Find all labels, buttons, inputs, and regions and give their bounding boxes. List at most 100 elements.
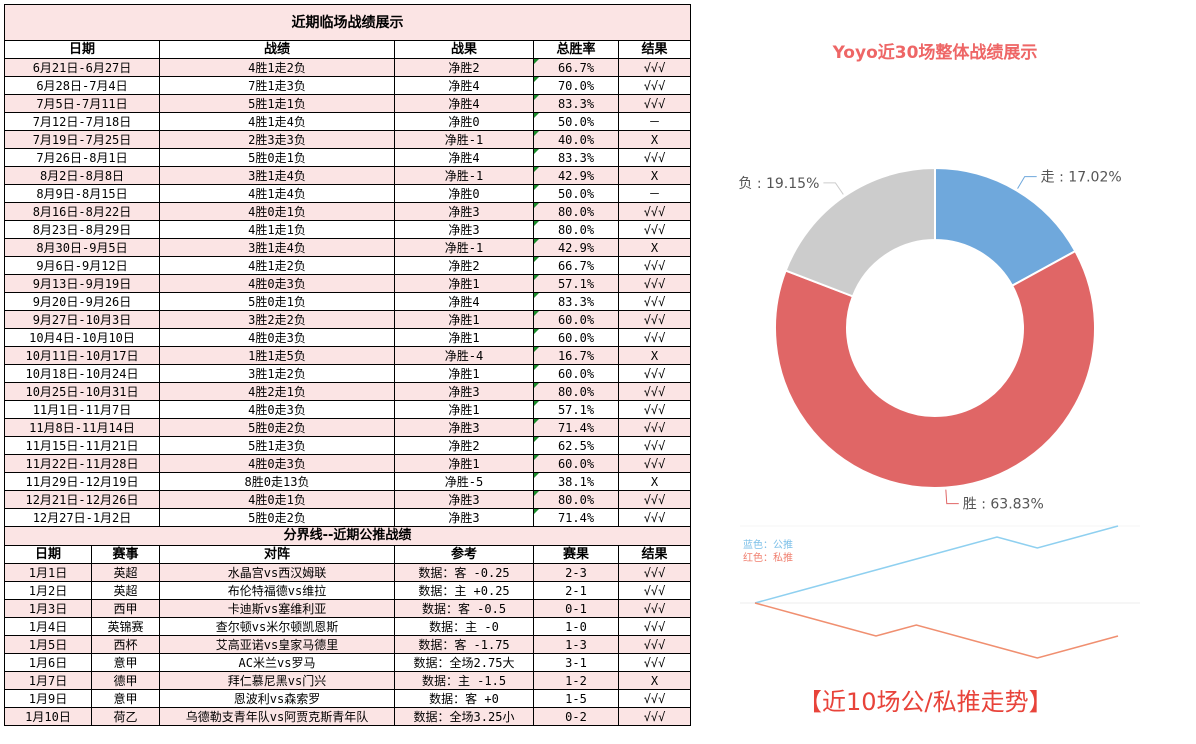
week-date: 11月15日-11月21日	[4, 436, 160, 455]
table-row: 10月25日-10月31日 4胜2走1负 净胜3 80.0% √√√	[4, 382, 692, 401]
week-winrate: 60.0%	[533, 328, 619, 347]
week-record: 4胜2走1负	[159, 382, 395, 401]
week-date: 10月25日-10月31日	[4, 382, 160, 401]
match-date: 1月9日	[4, 689, 92, 708]
week-result: －	[617, 184, 692, 203]
match-header-row: 日期 赛事 对阵 参考 赛果 结果	[4, 545, 692, 564]
week-date: 8月9日-8月15日	[4, 184, 160, 203]
match-league: 英超	[91, 563, 160, 582]
week-result: √√√	[617, 508, 692, 527]
week-net: 净胜2	[394, 58, 534, 77]
week-date: 9月6日-9月12日	[4, 256, 160, 275]
week-winrate: 70.0%	[533, 76, 619, 95]
week-winrate: 80.0%	[533, 220, 619, 239]
trend-legend: 蓝色：公推 红色：私推	[743, 539, 793, 565]
week-net: 净胜2	[394, 256, 534, 275]
match-score: 1-0	[533, 617, 619, 636]
week-result: X	[617, 238, 692, 257]
match-reference: 数据：全场3.25小	[394, 707, 534, 726]
table-row: 8月23日-8月29日 4胜1走1负 净胜3 80.0% √√√	[4, 220, 692, 239]
week-record: 1胜1走5负	[159, 346, 395, 365]
week-winrate: 60.0%	[533, 310, 619, 329]
match-result: √√√	[617, 635, 692, 654]
week-result: √√√	[617, 382, 692, 401]
match-date: 1月3日	[4, 599, 92, 618]
week-net: 净胜1	[394, 310, 534, 329]
week-date: 10月18日-10月24日	[4, 364, 160, 383]
table-row: 10月11日-10月17日 1胜1走5负 净胜-4 16.7% X	[4, 346, 692, 365]
week-record: 5胜0走1负	[159, 148, 395, 167]
week-winrate: 83.3%	[533, 148, 619, 167]
table-row: 1月4日 英锦赛 查尔顿vs米尔顿凯恩斯 数据：主 -0 1-0 √√√	[4, 617, 692, 636]
match-fixture: AC米兰vs罗马	[159, 653, 395, 672]
week-record: 3胜2走2负	[159, 310, 395, 329]
donut-label-负: 负 : 19.15%	[738, 176, 819, 192]
week-date: 6月21日-6月27日	[4, 58, 160, 77]
week-result: √√√	[617, 256, 692, 275]
table-row: 1月10日 荷乙 乌德勒支青年队vs阿贾克斯青年队 数据：全场3.25小 0-2 √√√	[4, 707, 692, 726]
week-winrate: 71.4%	[533, 418, 619, 437]
week-winrate: 50.0%	[533, 112, 619, 131]
week-record: 5胜0走1负	[159, 292, 395, 311]
week-date: 7月26日-8月1日	[4, 148, 160, 167]
table-row: 11月8日-11月14日 5胜0走2负 净胜3 71.4% √√√	[4, 418, 692, 437]
trend-legend-public: 蓝色：公推	[743, 540, 793, 551]
week-net: 净胜4	[394, 94, 534, 113]
table-row: 12月27日-1月2日 5胜0走2负 净胜3 71.4% √√√	[4, 508, 692, 527]
week-winrate: 50.0%	[533, 184, 619, 203]
match-reference: 数据：客 +0	[394, 689, 534, 708]
trend-chart-title: 【近10场公/私推走势】	[798, 688, 1053, 716]
match-score: 1-2	[533, 671, 619, 690]
match-league: 西甲	[91, 599, 160, 618]
match-league: 西杯	[91, 635, 160, 654]
week-net: 净胜3	[394, 220, 534, 239]
table-row: 7月26日-8月1日 5胜0走1负 净胜4 83.3% √√√	[4, 148, 692, 167]
week-winrate: 62.5%	[533, 436, 619, 455]
donut-leader-负	[823, 182, 844, 195]
weekly-header-cell: 战果	[394, 40, 534, 59]
week-net: 净胜-1	[394, 130, 534, 149]
table-row: 1月5日 西杯 艾高亚诺vs皇家马德里 数据：客 -1.75 1-3 √√√	[4, 635, 692, 654]
week-winrate: 83.3%	[533, 94, 619, 113]
weekly-header-cell: 总胜率	[533, 40, 619, 59]
table-row: 11月1日-11月7日 4胜0走3负 净胜1 57.1% √√√	[4, 400, 692, 419]
week-record: 5胜0走2负	[159, 508, 395, 527]
week-net: 净胜1	[394, 274, 534, 293]
week-date: 12月21日-12月26日	[4, 490, 160, 509]
match-header-cell: 赛事	[91, 545, 160, 564]
table-row: 1月7日 德甲 拜仁慕尼黑vs门兴 数据：主 -1.5 1-2 X	[4, 671, 692, 690]
table-row: 12月21日-12月26日 4胜0走1负 净胜3 80.0% √√√	[4, 490, 692, 509]
match-date: 1月5日	[4, 635, 92, 654]
match-result: √√√	[617, 707, 692, 726]
week-winrate: 66.7%	[533, 256, 619, 275]
week-net: 净胜0	[394, 112, 534, 131]
week-winrate: 60.0%	[533, 454, 619, 473]
week-record: 5胜0走2负	[159, 418, 395, 437]
week-result: √√√	[617, 94, 692, 113]
week-net: 净胜1	[394, 454, 534, 473]
charts-canvas: 走 : 17.02% 胜 : 63.83% 负 : 19.15%	[738, 166, 1140, 659]
week-net: 净胜3	[394, 508, 534, 527]
trend-line-公推	[754, 525, 1119, 604]
match-date: 1月6日	[4, 653, 92, 672]
match-reference: 数据：客 -0.25	[394, 563, 534, 582]
match-league: 意甲	[91, 689, 160, 708]
week-result: √√√	[617, 58, 692, 77]
donut-leader-走	[1017, 176, 1037, 189]
week-winrate: 40.0%	[533, 130, 619, 149]
table-title-row: 近期临场战绩展示	[3, 4, 692, 41]
week-result: √√√	[617, 148, 692, 167]
table-row: 1月3日 西甲 卡迪斯vs塞维利亚 数据：客 -0.5 0-1 √√√	[4, 599, 692, 618]
week-date: 8月23日-8月29日	[4, 220, 160, 239]
match-score: 0-1	[533, 599, 619, 618]
week-result: √√√	[617, 490, 692, 509]
table-row: 7月19日-7月25日 2胜3走3负 净胜-1 40.0% X	[4, 130, 692, 149]
week-date: 10月4日-10月10日	[4, 328, 160, 347]
match-score: 1-5	[533, 689, 619, 708]
match-header-cell: 结果	[617, 545, 692, 564]
week-date: 11月8日-11月14日	[4, 418, 160, 437]
week-net: 净胜-1	[394, 166, 534, 185]
table-row: 1月1日 英超 水晶宫vs西汉姆联 数据：客 -0.25 2-3 √√√	[4, 563, 692, 582]
week-record: 4胜0走3负	[159, 400, 395, 419]
match-header-cell: 赛果	[533, 545, 619, 564]
